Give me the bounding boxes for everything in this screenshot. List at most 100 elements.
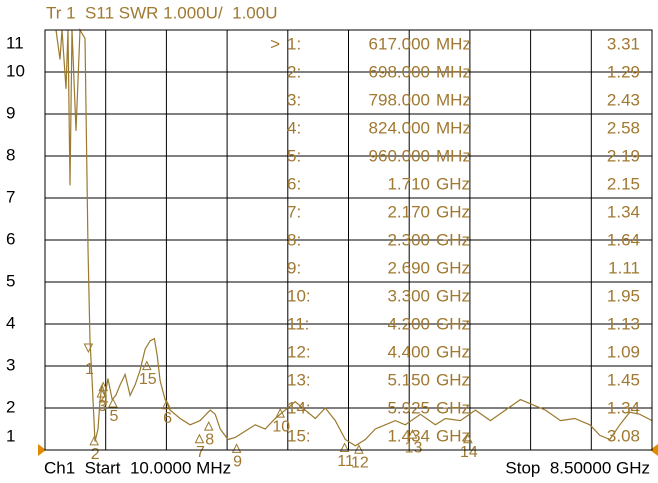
marker-triangle (108, 397, 118, 408)
marker-value: 1.34 (607, 398, 640, 417)
marker-value: 3.08 (607, 426, 640, 445)
marker-id: 14 (460, 444, 478, 461)
marker-value: 1.45 (607, 370, 640, 389)
right-edge-arrow (650, 444, 658, 456)
marker-id: 12 (351, 454, 369, 471)
y-tick-label: 8 (6, 145, 15, 164)
marker-triangle (407, 428, 418, 439)
marker-frequency: 2.690 (387, 258, 430, 277)
stop-label: Stop 8.50000 GHz (505, 458, 650, 477)
marker-id: 7 (196, 444, 205, 461)
marker-label: 13: (287, 370, 311, 389)
marker-label: 8: (287, 230, 301, 249)
y-tick-label: 3 (6, 355, 15, 374)
marker-id: 10 (272, 418, 290, 435)
marker-unit: GHz (436, 314, 470, 333)
marker-id: 15 (139, 371, 157, 388)
marker-id: 4 (100, 392, 109, 409)
marker-triangle (339, 442, 350, 453)
marker-label: 4: (287, 118, 301, 137)
marker-frequency: 698.000 (369, 62, 430, 81)
marker-value: 1.29 (607, 62, 640, 81)
marker-triangle (142, 360, 152, 371)
marker-frequency: 798.000 (369, 90, 430, 109)
marker-id: 3 (98, 398, 107, 415)
marker-label: 11: (287, 314, 309, 333)
marker-value: 1.09 (607, 342, 640, 361)
marker-unit: MHz (436, 118, 471, 137)
marker-label: 6: (287, 174, 301, 193)
marker-triangle (83, 343, 94, 354)
marker-label: 9: (287, 258, 301, 277)
y-tick-label: 6 (6, 229, 15, 248)
marker-unit: GHz (436, 426, 470, 445)
marker-id: 13 (405, 439, 423, 456)
marker-unit: GHz (436, 342, 470, 361)
marker-id: 9 (233, 454, 242, 471)
marker-unit: GHz (436, 174, 470, 193)
marker-value: 3.31 (607, 34, 640, 53)
marker-triangle (194, 433, 205, 444)
y-tick-label: 2 (6, 397, 15, 416)
marker-frequency: 1.710 (387, 174, 430, 193)
marker-unit: GHz (436, 286, 470, 305)
marker-unit: MHz (436, 90, 471, 109)
marker-frequency: 1.434 (387, 426, 430, 445)
marker-frequency: 4.400 (387, 342, 430, 361)
marker-value: 1.95 (607, 286, 640, 305)
marker-unit: GHz (436, 258, 470, 277)
marker-frequency: 3.300 (387, 286, 430, 305)
y-tick-label: 4 (6, 313, 15, 332)
marker-frequency: 4.200 (387, 314, 430, 333)
marker-id: 6 (163, 410, 172, 427)
y-tick-label: 1 (6, 426, 15, 445)
marker-label: 2: (287, 62, 301, 81)
marker-unit: GHz (436, 230, 470, 249)
marker-triangle (89, 435, 99, 446)
y-tick-label: 5 (6, 271, 15, 290)
marker-frequency: 824.000 (369, 118, 430, 137)
y-tick-label: 10 (6, 61, 25, 80)
marker-triangle (463, 433, 473, 444)
marker-label: 3: (287, 90, 301, 109)
marker-frequency: 2.170 (387, 202, 430, 221)
marker-value: 1.34 (607, 202, 640, 221)
marker-frequency: 617.000 (369, 34, 430, 53)
marker-id: 1 (85, 361, 94, 378)
marker-triangle (354, 444, 364, 454)
marker-label: 10: (287, 286, 311, 305)
marker-unit: GHz (436, 370, 470, 389)
y-tick-label: 11 (6, 33, 24, 52)
marker-value: 2.43 (607, 90, 640, 109)
marker-label: 15: (287, 426, 311, 445)
marker-id: 2 (91, 446, 100, 463)
marker-unit: GHz (436, 398, 470, 417)
left-edge-arrow (38, 444, 46, 456)
marker-value: 2.58 (607, 118, 640, 137)
marker-triangle (231, 443, 242, 453)
marker-value: 1.13 (607, 314, 640, 333)
marker-triangle (96, 387, 107, 398)
marker-frequency: 2.300 (387, 230, 430, 249)
marker-frequency: 5.150 (387, 370, 430, 389)
marker-label: 14: (287, 398, 311, 417)
marker-label: 1: (287, 34, 301, 53)
marker-value: 1.11 (608, 258, 640, 277)
marker-id: 5 (109, 408, 118, 425)
marker-triangle (98, 381, 109, 392)
marker-value: 2.15 (607, 174, 640, 193)
marker-value: 2.19 (607, 146, 640, 165)
marker-label: 12: (287, 342, 311, 361)
trace (55, 27, 653, 447)
marker-triangle (203, 421, 214, 431)
marker-label: 5: (287, 146, 301, 165)
start-label: Ch1 Start 10.0000 MHz (44, 458, 231, 477)
trace-title: Tr 1 S11 SWR 1.000U/ 1.00U (46, 3, 277, 22)
marker-frequency: 5.925 (387, 398, 430, 417)
marker-unit: GHz (436, 202, 470, 221)
marker-value: 1.64 (607, 230, 640, 249)
y-tick-label: 7 (6, 187, 15, 206)
marker-unit: MHz (436, 34, 471, 53)
marker-unit: MHz (436, 62, 471, 81)
